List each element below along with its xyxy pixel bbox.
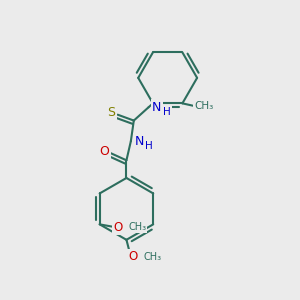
Text: H: H [145,141,153,151]
Text: CH₃: CH₃ [195,101,214,111]
Text: S: S [107,106,115,119]
Text: CH₃: CH₃ [143,252,161,262]
Text: O: O [114,221,123,234]
Text: N: N [134,135,144,148]
Text: O: O [99,145,109,158]
Text: O: O [129,250,138,263]
Text: N: N [152,101,161,114]
Text: CH₃: CH₃ [128,222,146,232]
Text: H: H [163,107,171,117]
